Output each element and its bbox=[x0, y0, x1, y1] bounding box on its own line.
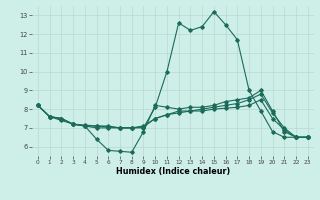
X-axis label: Humidex (Indice chaleur): Humidex (Indice chaleur) bbox=[116, 167, 230, 176]
